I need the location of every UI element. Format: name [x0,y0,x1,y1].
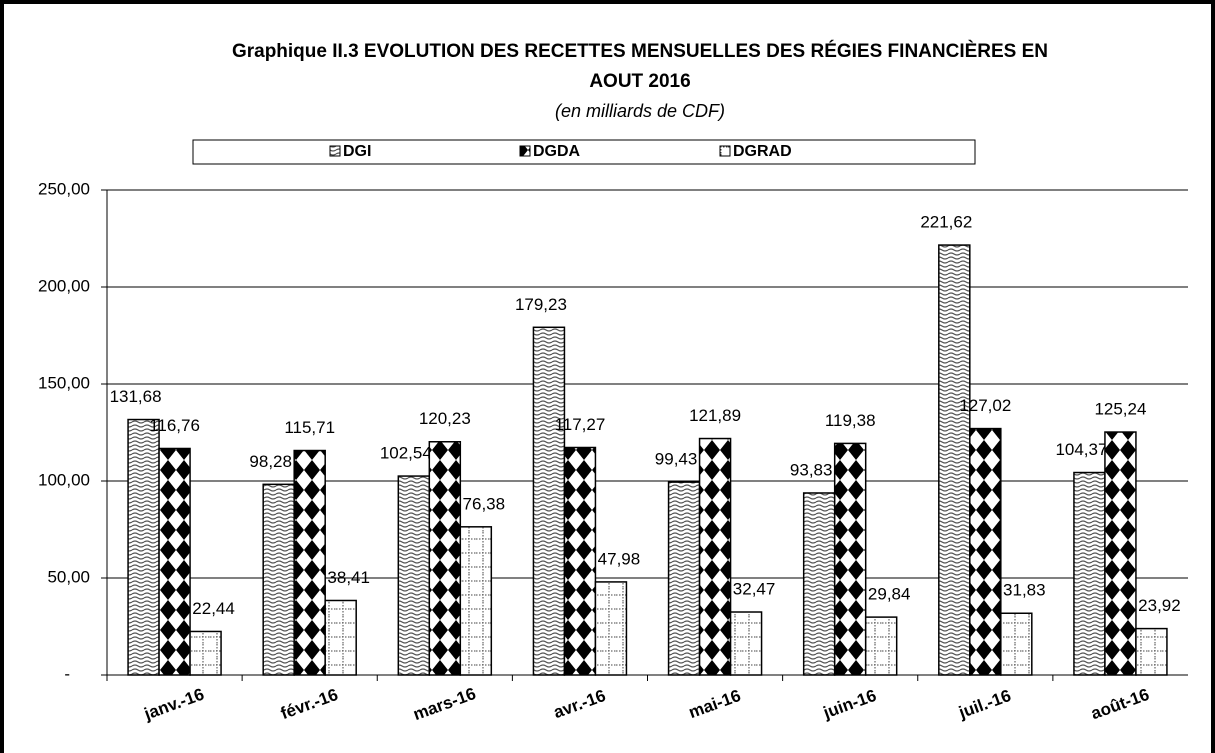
legend-label: DGRAD [733,143,792,160]
bar [262,483,295,676]
chart-title: AOUT 2016 [589,71,690,92]
bar [459,526,493,676]
bar [969,427,1002,676]
value-label: 121,89 [689,406,741,425]
bar [1073,471,1106,676]
bar [833,442,867,676]
y-tick-label: 50,00 [47,567,90,586]
value-label: 127,02 [959,396,1011,415]
value-label: 104,37 [1055,440,1107,459]
chart-title: Graphique II.3 EVOLUTION DES RECETTES ME… [232,40,1048,62]
bar [938,244,971,676]
value-label: 32,47 [733,579,776,598]
value-label: 99,43 [655,450,698,469]
value-label: 76,38 [463,494,506,513]
x-tick-label: mars-16 [411,684,479,724]
bar [563,446,597,676]
bar [864,616,898,676]
bar [594,581,628,676]
bar [127,418,160,676]
bar [1104,431,1137,676]
value-label: 102,54 [380,444,432,463]
value-label: 31,83 [1003,581,1046,600]
x-tick-label: juil.-16 [955,686,1013,723]
x-tick-label: juin-16 [820,686,879,723]
bar [532,326,566,676]
value-label: 125,24 [1094,400,1146,419]
y-tick-label: 200,00 [38,276,90,295]
bar [802,492,836,676]
value-label: 38,41 [327,568,370,587]
bar [1000,612,1033,676]
legend-box [192,139,976,165]
legend-swatch [329,145,341,157]
legend-swatch [519,145,531,157]
y-tick-label: 250,00 [38,179,90,198]
bar [158,447,191,676]
bar [324,599,357,676]
bar [667,481,701,676]
legend-label: DGI [343,143,371,160]
value-label: 29,84 [868,585,911,604]
chart-subtitle: (en milliards de CDF) [555,101,725,121]
value-label: 116,76 [149,416,200,435]
bar [293,449,326,676]
bar [729,611,763,676]
bar [428,441,462,676]
value-label: 119,38 [825,411,876,430]
value-label: 47,98 [598,549,641,568]
value-label: 221,62 [920,213,972,232]
y-tick-label: 150,00 [38,373,90,392]
x-tick-label: févr.-16 [278,685,340,723]
x-tick-label: mai-16 [686,686,743,722]
value-label: 115,71 [284,418,335,437]
legend-label: DGDA [533,143,581,160]
value-label: 22,44 [192,599,235,618]
value-label: 117,27 [555,415,606,434]
legend-swatch [719,145,731,157]
value-label: 120,23 [419,409,471,428]
y-tick-label: - [64,664,70,683]
value-label: 131,68 [110,387,162,406]
bar [1135,627,1168,676]
bar [397,475,431,676]
value-label: 179,23 [515,295,567,314]
value-label: 23,92 [1138,596,1181,615]
x-tick-label: janv.-16 [141,685,207,724]
x-tick-label: avr.-16 [551,686,608,722]
y-tick-label: 100,00 [38,470,90,489]
bar [189,630,222,676]
bar [698,437,732,676]
x-tick-label: août-16 [1088,685,1151,724]
value-label: 93,83 [790,460,833,479]
value-label: 98,28 [249,452,292,471]
